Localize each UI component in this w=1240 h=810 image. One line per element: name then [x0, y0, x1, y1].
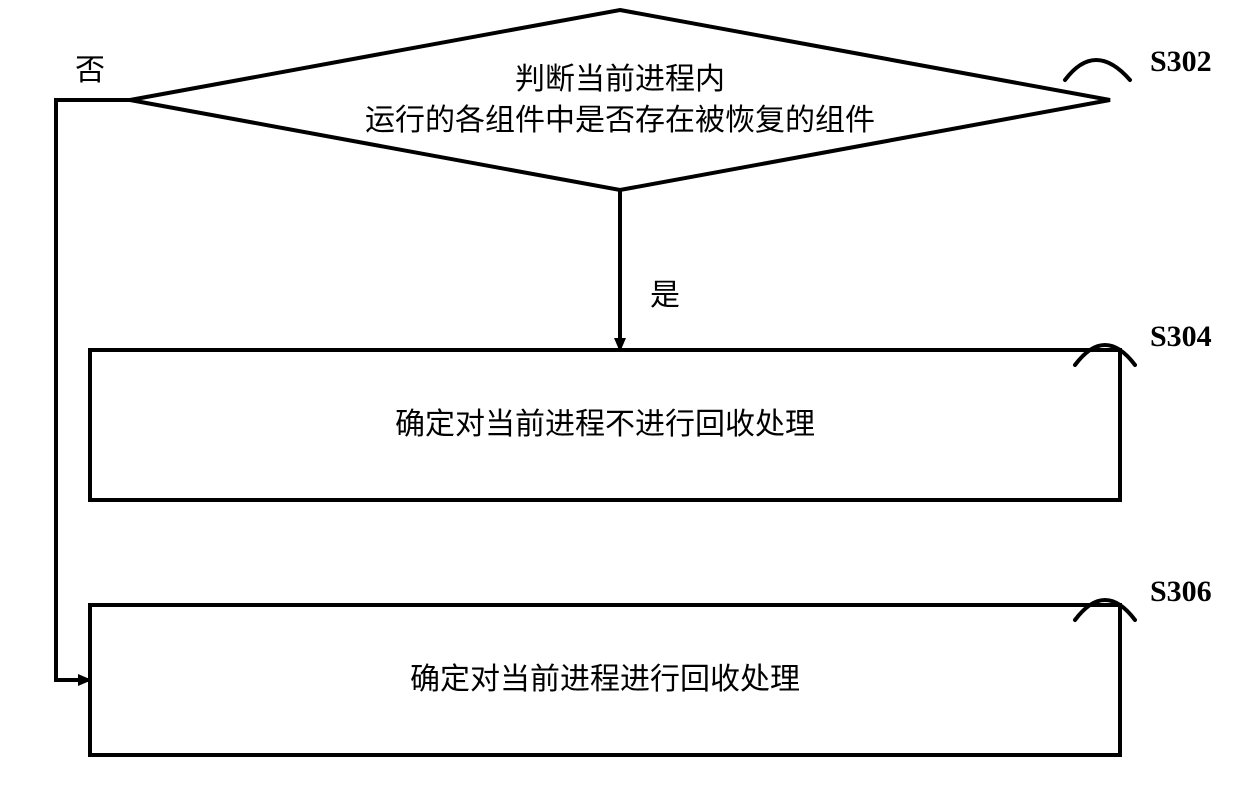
process-box-no-recycle [90, 350, 1120, 500]
process-box-recycle [90, 605, 1120, 755]
step-connector-s302 [1065, 60, 1130, 80]
decision-node [130, 10, 1110, 190]
edge-no [56, 100, 130, 680]
step-label-s306: S306 [1150, 575, 1212, 609]
flowchart-canvas [0, 0, 1240, 810]
step-label-s304: S304 [1150, 320, 1212, 354]
step-label-s302: S302 [1150, 45, 1212, 79]
edge-label-yes: 是 [650, 270, 680, 314]
edge-label-no: 否 [75, 45, 105, 89]
